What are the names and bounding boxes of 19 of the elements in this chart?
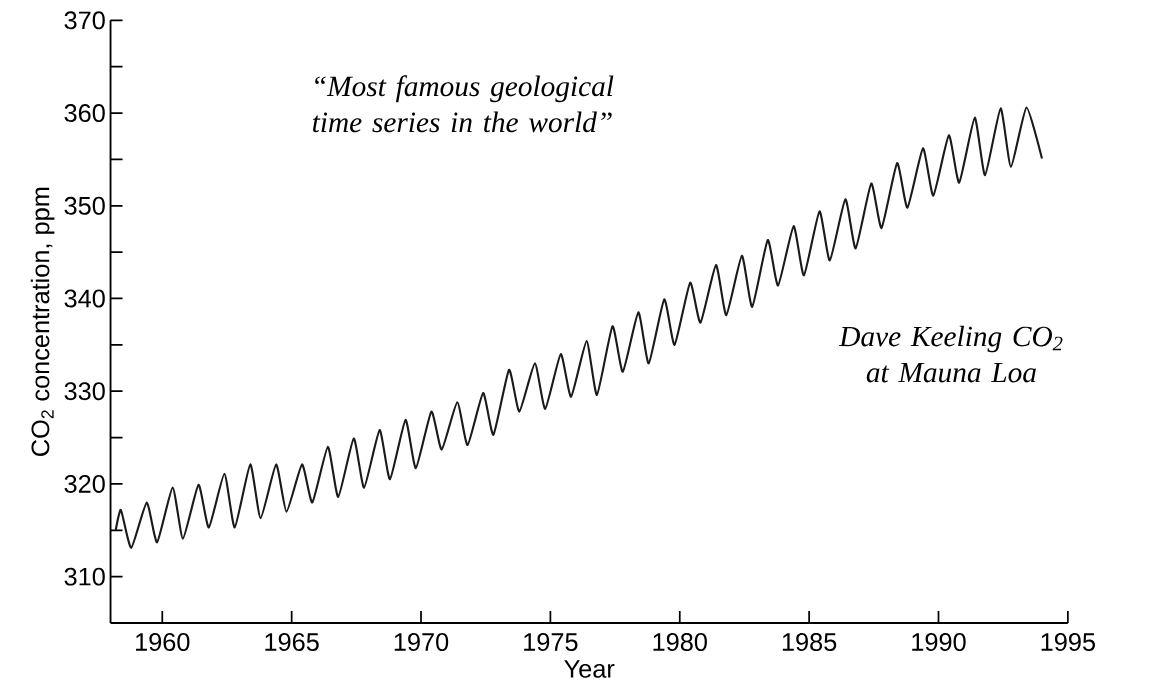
x-tick-label: 1985	[782, 633, 837, 651]
y-tick-label: 320	[64, 474, 105, 493]
x-tick-label: 1970	[394, 633, 449, 651]
x-tick-label: 1995	[1041, 633, 1095, 651]
y-tick-label: 350	[64, 196, 105, 215]
y-tick-label: 340	[64, 289, 105, 308]
y-tick-label: 330	[64, 382, 105, 401]
y-tick-label: 370	[64, 11, 105, 30]
annotation: “Most famous geological time series in the world”	[312, 75, 614, 133]
x-tick-label: 1960	[136, 633, 190, 651]
x-tick-label: 1975	[524, 633, 578, 651]
y-tick-label: 310	[64, 567, 105, 586]
x-axis-title: Year	[564, 660, 615, 678]
y-tick-label: 360	[64, 104, 105, 123]
x-tick-label: 1965	[265, 633, 319, 651]
x-tick-label: 1980	[653, 633, 707, 651]
x-tick-label: 1990	[912, 633, 966, 651]
annotation: Dave Keeling CO$_{2}$ at Mauna Loa	[838, 325, 1063, 383]
y-axis-title: CO$_{2}$ concentration, ppm	[30, 187, 55, 456]
